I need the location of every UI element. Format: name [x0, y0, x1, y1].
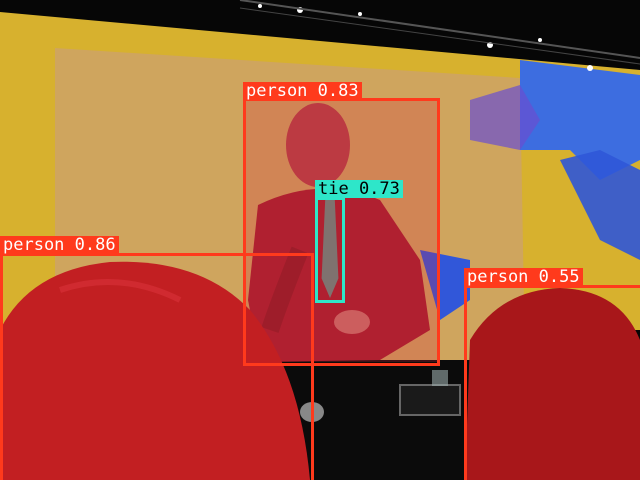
- detection-box-tie: [315, 197, 345, 303]
- tie-mask: [321, 200, 339, 298]
- detection-label-person-left: person 0.86: [0, 236, 119, 254]
- presenter-mask: [245, 100, 437, 362]
- detection-label-person-presenter: person 0.83: [243, 82, 362, 100]
- detection-box-person-right: [464, 285, 640, 480]
- detection-label-tie: tie 0.73: [315, 180, 403, 198]
- detection-label-person-right: person 0.55: [464, 268, 583, 286]
- detection-box-person-left: [0, 253, 314, 480]
